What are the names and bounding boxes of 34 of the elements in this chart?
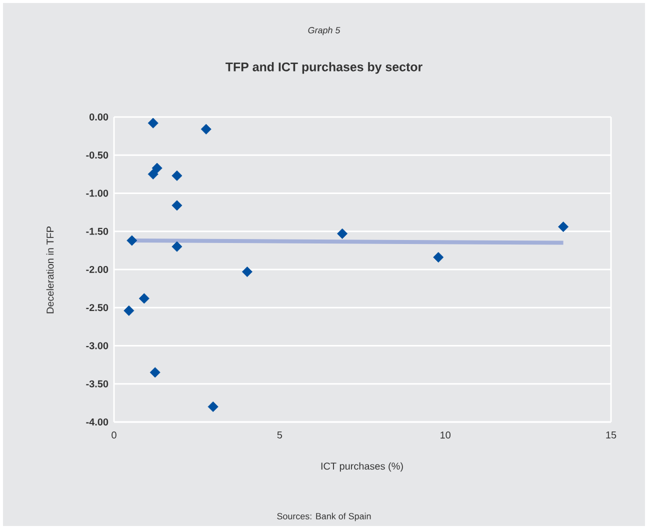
x-tick-label: 15	[606, 432, 616, 438]
y-tick-label: -1.50	[86, 228, 108, 235]
x-tick-label: 0	[112, 432, 116, 439]
point	[433, 252, 444, 263]
point	[172, 200, 182, 211]
source-note: Sources: Bank of Spain	[277, 512, 371, 522]
point	[208, 401, 218, 412]
point	[150, 367, 160, 378]
point	[172, 241, 182, 252]
y-tick-label: -4.00	[86, 418, 108, 426]
point	[337, 228, 348, 239]
y-tick-label: -3.00	[86, 342, 108, 350]
point	[148, 168, 158, 180]
x-tick-label: 10	[440, 432, 450, 439]
y-tick-label: -2.00	[86, 266, 108, 274]
y-tick-label: -3.50	[86, 380, 108, 388]
point	[558, 222, 569, 232]
x-tick-label: 5	[277, 432, 282, 438]
point	[148, 118, 158, 128]
y-tick-label: -1.00	[86, 190, 108, 197]
y-axis-title: Deceleration in TFP	[46, 226, 54, 314]
point	[138, 293, 150, 304]
y-tick-label: -0.50	[86, 152, 108, 159]
point	[242, 266, 252, 278]
x-axis-title: ICT purchases (%)	[321, 462, 403, 472]
y-tick-label: -2.50	[86, 304, 108, 312]
point	[152, 162, 162, 174]
point	[124, 305, 134, 316]
y-tick-label: 0.00	[89, 113, 108, 121]
point	[200, 124, 212, 134]
chart-subtitle: Graph 5	[308, 26, 340, 36]
point	[172, 170, 182, 181]
chart-title: TFP and ICT purchases by sector	[226, 62, 422, 74]
point	[126, 235, 138, 246]
